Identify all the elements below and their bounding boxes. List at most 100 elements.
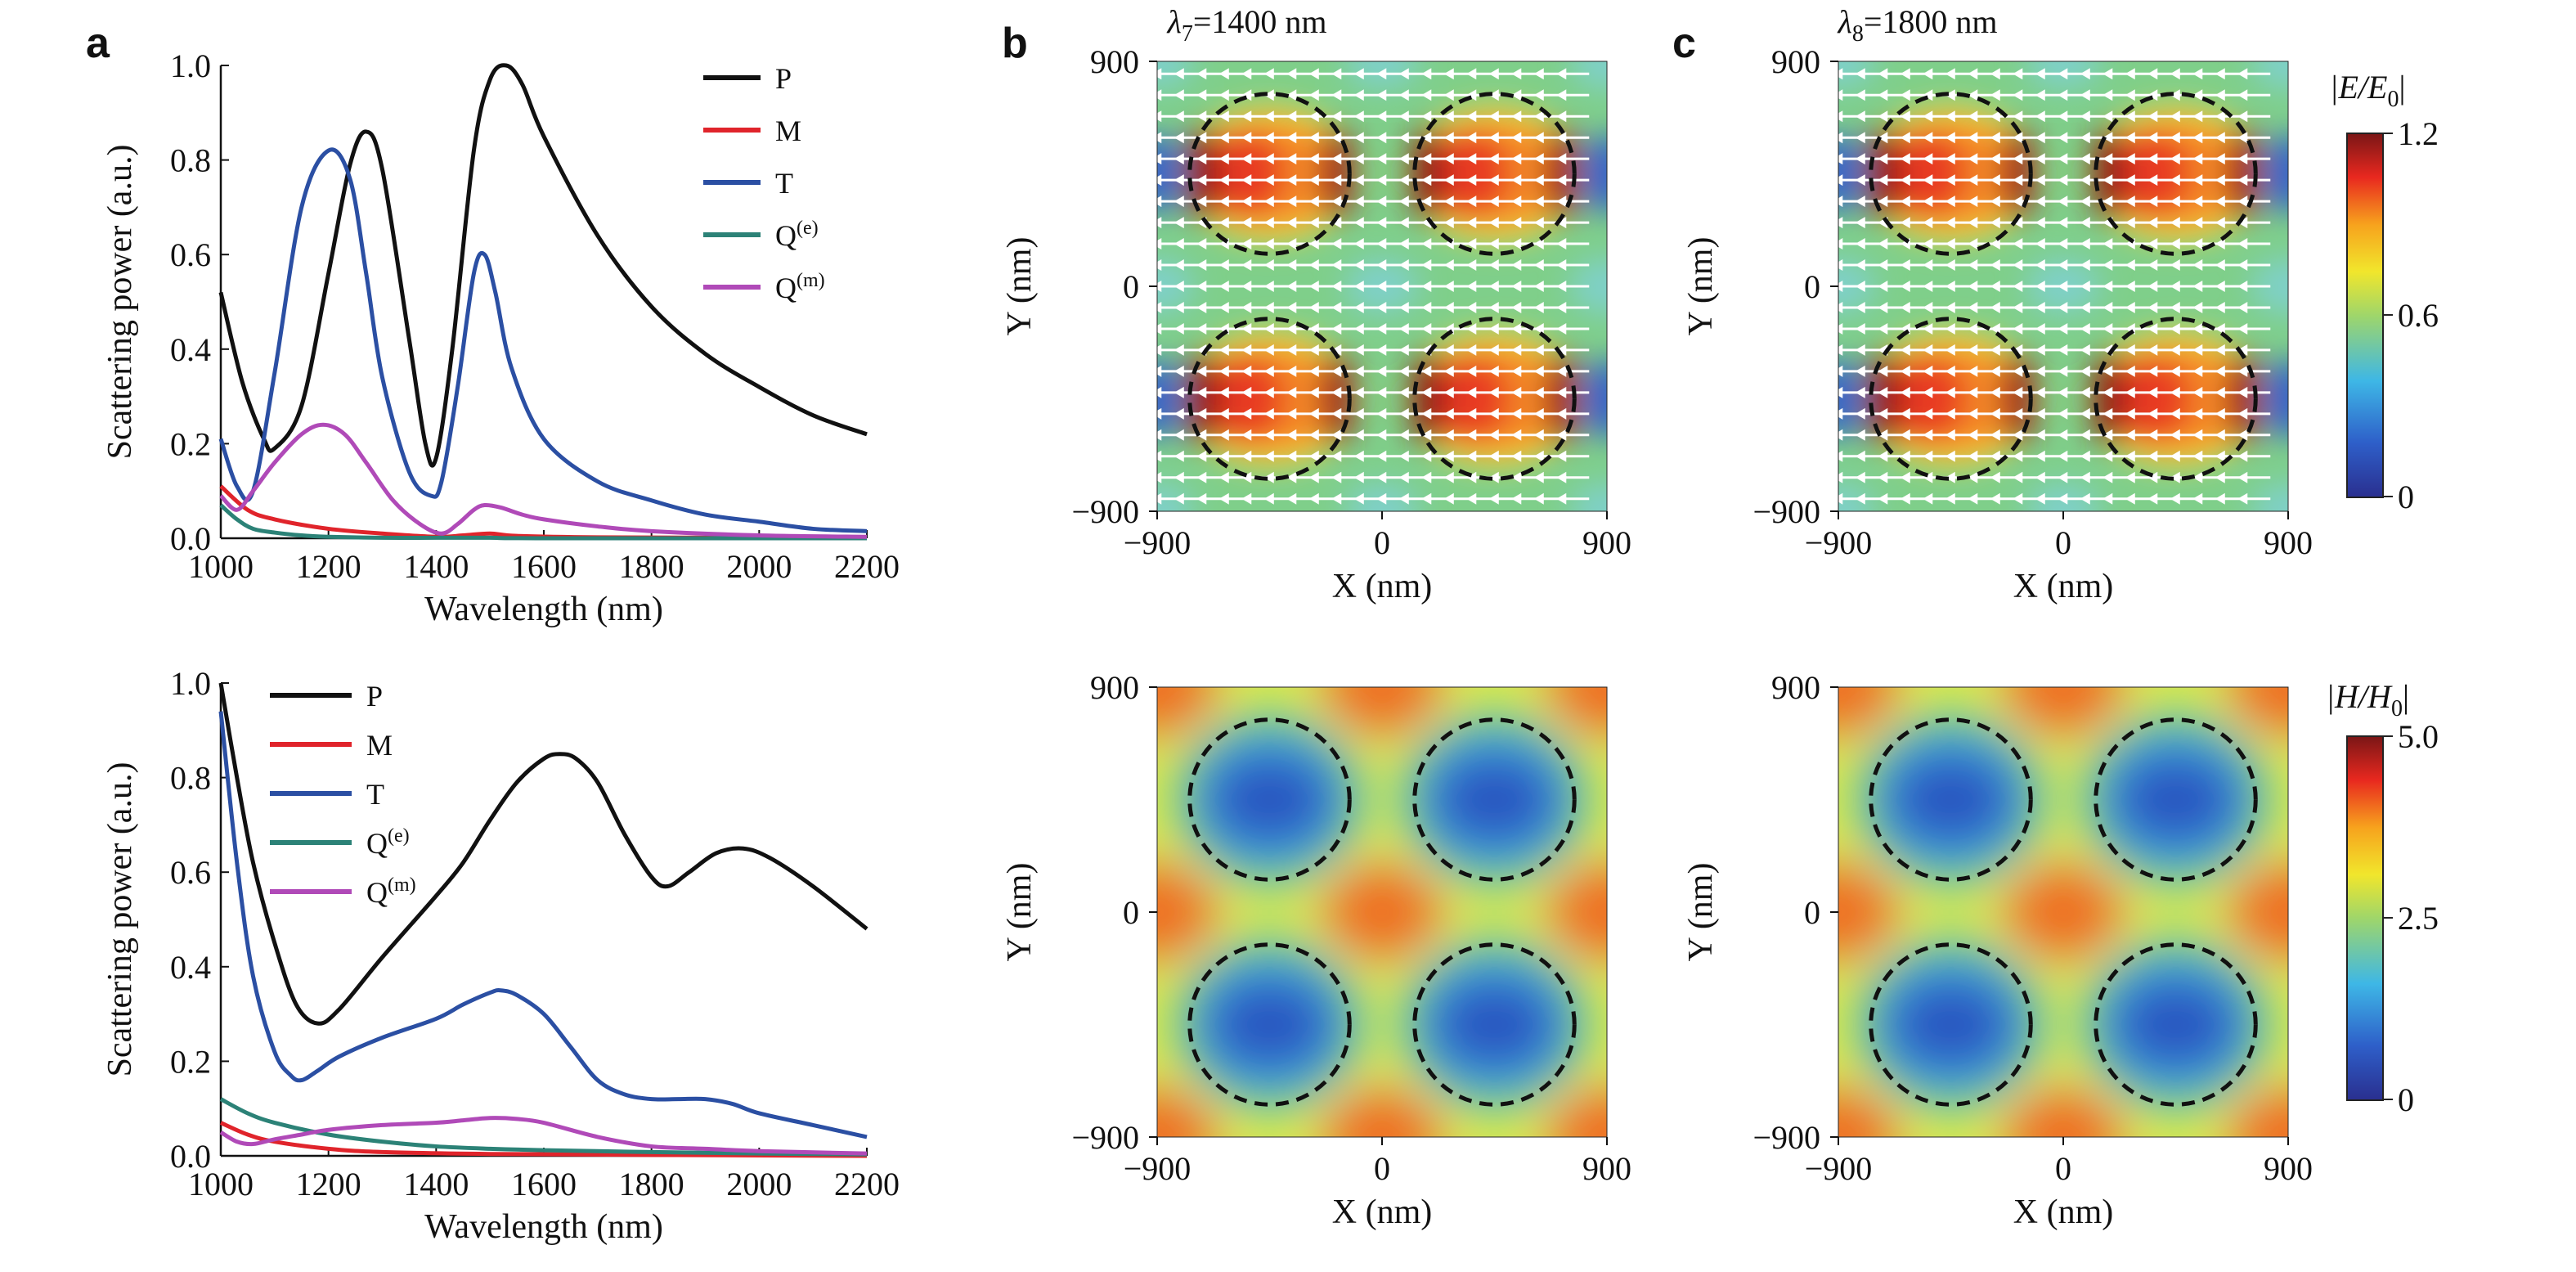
x-axis-label: X (nm) — [1332, 568, 1432, 605]
y-tick-label: −900 — [1071, 1119, 1139, 1156]
particle-outline — [2094, 92, 2258, 256]
y-tick-label: −900 — [1752, 1119, 1820, 1156]
x-tick-label: 900 — [1582, 524, 1631, 561]
field-map-c-top: −900 0 900 900 0 −900 X (nm) Y (nm) — [1682, 43, 2313, 605]
colorbar-h: |H/H0| 5.0 2.5 0 — [2326, 678, 2439, 1118]
field-image — [1157, 61, 1607, 511]
series-line-P — [218, 682, 868, 1026]
x-tick-label: 900 — [2264, 524, 2313, 561]
y-axis-label: Y (nm) — [1001, 863, 1039, 962]
particle-outline — [1869, 317, 2033, 481]
field-arrows — [1838, 68, 2271, 505]
y-tick-label: 0 — [1123, 268, 1139, 305]
y-tick-label: 1.0 — [170, 665, 211, 702]
colorbar-h-tick-max: 5.0 — [2398, 718, 2439, 755]
x-axis-label: X (nm) — [2013, 568, 2113, 605]
x-tick-label: 0 — [2055, 1150, 2071, 1187]
y-axis-label: Y (nm) — [1001, 237, 1039, 336]
legend-a-top: PMT Q(e) Q(m) — [703, 62, 825, 304]
spectrum-chart-a-bottom: 1000 1200 1400 1600 1800 2000 2200 0.0 0.2 0.4 0.6… — [101, 665, 900, 1246]
x-tick-label: 900 — [1582, 1150, 1631, 1187]
y-tick-label: 900 — [1771, 43, 1820, 80]
field-image — [1838, 61, 2288, 511]
x-tick-label: 2200 — [834, 1166, 900, 1202]
field-maps-layer: −900 0 900 900 0 −900 X (nm) Y (nm) −900 0 900 900 0… — [1001, 43, 2313, 1231]
field-arrows — [1157, 68, 1590, 505]
x-axis-label: X (nm) — [1332, 1193, 1432, 1231]
x-tick-label: 900 — [2264, 1150, 2313, 1187]
colorbar-e: |E/E0| 1.2 0.6 0 — [2330, 69, 2439, 515]
legend-a-bottom: PMT Q(e) Q(m) — [270, 680, 416, 909]
header-c: λ8=1800 nm — [1838, 3, 1998, 47]
field-image — [1157, 687, 1607, 1137]
colorbar-h-label: |H/H0| — [2326, 678, 2409, 721]
y-tick-label: 0.6 — [170, 236, 211, 273]
particle-outline — [2094, 942, 2258, 1107]
field-map-b-top: −900 0 900 900 0 −900 X (nm) Y (nm) — [1001, 43, 1631, 605]
legend-label-T: T — [366, 778, 384, 811]
y-tick-label: 0.2 — [170, 425, 211, 462]
particle-outline — [1412, 942, 1577, 1107]
series-line-T — [218, 711, 868, 1139]
particle-outline — [1869, 942, 2033, 1107]
y-axis-label: Scattering power (a.u.) — [101, 762, 139, 1077]
series-line-M — [219, 1121, 868, 1158]
colorbar-e-tick-min: 0 — [2398, 479, 2414, 515]
field-image — [1838, 687, 2288, 1137]
series-line-P — [218, 63, 868, 468]
field-map-c-bottom: −900 0 900 900 0 −900 X (nm) Y (nm) — [1682, 669, 2313, 1231]
colorbar-h-tick-mid: 2.5 — [2398, 900, 2439, 937]
particle-outline — [2094, 317, 2258, 481]
y-axis-label: Y (nm) — [1682, 863, 1720, 962]
x-axis-label: Wavelength (nm) — [424, 591, 663, 628]
x-tick-label: 2000 — [726, 548, 792, 585]
x-tick-label: 1400 — [403, 548, 469, 585]
field-map-b-bottom: −900 0 900 900 0 −900 X (nm) Y (nm) — [1001, 669, 1631, 1231]
panel-letter-b: b — [1002, 20, 1028, 67]
x-tick-label: 1800 — [619, 1166, 684, 1202]
colorbar-h-gradient — [2346, 735, 2384, 1101]
legend-label-M: M — [775, 115, 801, 147]
colorbar-e-tick-mid: 0.6 — [2398, 297, 2439, 334]
spectrum-chart-a-top: 1000 1200 1400 1600 1800 2000 2200 0.0 0.2 0.4 0.6… — [101, 47, 900, 628]
particle-outline — [2094, 717, 2258, 882]
colorbar-h-tick-min: 0 — [2398, 1081, 2414, 1118]
colorbar-e-gradient — [2346, 133, 2384, 498]
header-b: λ7=1400 nm — [1167, 3, 1327, 47]
y-tick-label: 0.4 — [170, 949, 211, 986]
x-axis-label: Wavelength (nm) — [424, 1208, 663, 1246]
x-tick-label: −900 — [1805, 1150, 1873, 1187]
particle-outline — [1187, 92, 1352, 256]
legend-label-Qm: Q(m) — [775, 270, 825, 304]
y-tick-label: 0 — [1804, 268, 1820, 305]
y-tick-label: 0.8 — [170, 142, 211, 179]
legend-label-P: P — [775, 62, 792, 95]
x-tick-label: 2200 — [834, 548, 900, 585]
particle-outline — [1412, 92, 1577, 256]
particle-outline — [1869, 92, 2033, 256]
series-line-Qm — [219, 422, 868, 539]
y-tick-label: 0.6 — [170, 854, 211, 891]
y-tick-label: 0.0 — [170, 520, 211, 557]
particle-outline — [1187, 942, 1352, 1107]
y-tick-label: 900 — [1771, 669, 1820, 706]
x-tick-label: 1200 — [296, 1166, 361, 1202]
particle-outline — [1187, 717, 1352, 882]
y-tick-label: 0.8 — [170, 760, 211, 797]
colorbar-e-label: |E/E0| — [2330, 69, 2406, 112]
particle-outline — [1187, 317, 1352, 481]
panel-letter-a: a — [86, 20, 110, 67]
y-tick-label: 0.0 — [170, 1138, 211, 1175]
y-axis-label: Scattering power (a.u.) — [101, 145, 139, 460]
x-tick-label: 1400 — [403, 1166, 469, 1202]
x-tick-label: 2000 — [726, 1166, 792, 1202]
x-tick-label: 0 — [1374, 1150, 1390, 1187]
x-tick-label: 1000 — [188, 548, 254, 585]
y-tick-label: −900 — [1752, 493, 1820, 530]
x-tick-label: −900 — [1124, 524, 1192, 561]
y-tick-label: 0.2 — [170, 1043, 211, 1080]
x-tick-label: 1000 — [188, 1166, 254, 1202]
y-tick-label: 0 — [1123, 894, 1139, 931]
